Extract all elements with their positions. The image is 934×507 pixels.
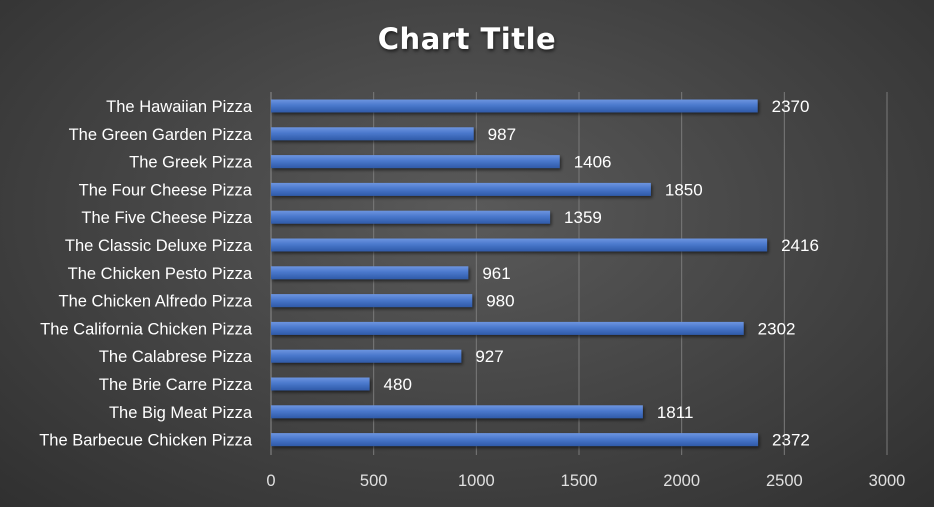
- data-label: 1850: [665, 180, 703, 199]
- data-label: 2372: [772, 431, 810, 450]
- data-label: 480: [384, 375, 412, 394]
- data-label: 2302: [758, 319, 796, 338]
- bar: [271, 182, 651, 196]
- data-label: 1406: [574, 153, 612, 172]
- bar: [271, 405, 643, 419]
- data-label: 980: [486, 292, 514, 311]
- bar: [271, 210, 551, 224]
- data-label: 2370: [772, 97, 810, 116]
- category-label: The Classic Deluxe Pizza: [65, 237, 253, 255]
- bars: [271, 99, 768, 447]
- data-label: 1359: [564, 208, 602, 227]
- data-label: 2416: [781, 236, 819, 255]
- x-tick-label: 1000: [458, 472, 495, 490]
- category-label: The Five Cheese Pizza: [81, 209, 252, 227]
- chart-title: Chart Title: [377, 22, 557, 56]
- x-tick-label: 2000: [663, 472, 700, 490]
- x-tick-label: 0: [266, 472, 275, 490]
- x-tick-label: 1500: [561, 472, 598, 490]
- bar: [271, 321, 744, 335]
- category-label: The Hawaiian Pizza: [106, 98, 253, 116]
- bar: [271, 349, 462, 363]
- category-label: The Greek Pizza: [129, 154, 253, 172]
- bar: [271, 377, 370, 391]
- category-label: The Chicken Alfredo Pizza: [58, 293, 252, 311]
- category-label: The Brie Carre Pizza: [99, 376, 253, 394]
- bar: [271, 99, 758, 113]
- data-label: 927: [475, 347, 503, 366]
- labels: 0 500 1000 1500 2000 2500 3000 The Hawaiian Piz…: [39, 97, 905, 490]
- category-label: The California Chicken Pizza: [40, 320, 253, 338]
- category-label: The Chicken Pesto Pizza: [68, 265, 253, 283]
- bar: [271, 433, 759, 447]
- bar: [271, 266, 469, 280]
- x-tick-label: 2500: [766, 472, 803, 490]
- bar: [271, 238, 768, 252]
- bar: [271, 127, 474, 141]
- data-label: 961: [482, 264, 510, 283]
- category-label: The Green Garden Pizza: [69, 126, 253, 144]
- category-label: The Four Cheese Pizza: [79, 181, 253, 199]
- category-label: The Big Meat Pizza: [109, 404, 253, 422]
- category-label: The Barbecue Chicken Pizza: [39, 432, 253, 450]
- x-tick-label: 3000: [869, 472, 906, 490]
- data-label: 987: [488, 125, 516, 144]
- bar: [271, 155, 560, 169]
- data-label: 1811: [657, 403, 694, 422]
- bar: [271, 294, 473, 308]
- x-tick-label: 500: [360, 472, 388, 490]
- category-label: The Calabrese Pizza: [99, 348, 253, 366]
